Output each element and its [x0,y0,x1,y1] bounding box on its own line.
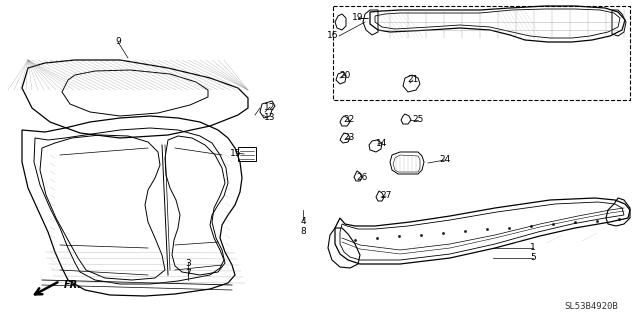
Text: 8: 8 [300,227,306,236]
Bar [333,6,630,100]
Text: 27: 27 [380,191,392,201]
Text: 22: 22 [344,115,355,124]
Text: 15: 15 [230,149,242,158]
Text: 23: 23 [343,133,355,143]
Text: FR.: FR. [64,280,82,290]
Bar [238,147,256,161]
Text: 25: 25 [412,115,424,124]
Text: 12: 12 [264,102,276,112]
Text: 21: 21 [407,76,419,85]
Text: 3: 3 [185,259,191,269]
Text: 13: 13 [264,113,276,122]
Text: 24: 24 [440,155,451,165]
Text: 19: 19 [352,13,364,23]
Text: 14: 14 [376,138,388,147]
Text: 9: 9 [115,38,121,47]
Text: 1: 1 [530,243,536,253]
Text: 5: 5 [530,254,536,263]
Text: 26: 26 [356,173,368,182]
Text: SL53B4920B: SL53B4920B [564,302,618,311]
Text: 7: 7 [185,270,191,278]
Text: 4: 4 [300,218,306,226]
Text: 16: 16 [327,32,339,41]
Text: 20: 20 [339,70,351,79]
